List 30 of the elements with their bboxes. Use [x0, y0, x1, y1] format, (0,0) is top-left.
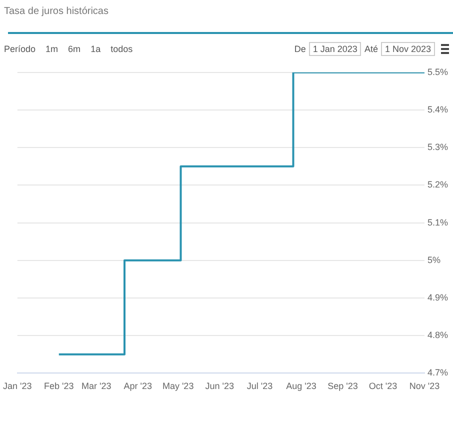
x-tick-label: Sep '23 [328, 381, 358, 392]
y-tick-label: 5.5% [427, 66, 448, 77]
y-tick-label: 5.4% [427, 104, 448, 114]
text: 6m [67, 43, 82, 55]
text: 1a [90, 43, 102, 55]
x-tick-label: Apr '23 [124, 381, 152, 392]
x-tick-label: Aug '23 [286, 381, 316, 392]
text: 1 Jan 2023 [308, 42, 362, 56]
y-tick-label: 4.9% [427, 292, 448, 302]
text: Até [364, 44, 378, 54]
y-tick-label: 5.3% [427, 142, 448, 152]
x-tick-label: Nov '23 [409, 381, 440, 392]
text: 1m [44, 43, 60, 55]
chart-title: Tasa de juros históricas [3, 5, 110, 19]
x-tick-label: Feb '23 [44, 381, 74, 392]
y-tick-label: 5% [427, 254, 440, 265]
text: Período [4, 43, 37, 55]
y-tick-label: 5.2% [427, 180, 448, 190]
text: De [294, 44, 306, 54]
x-tick-label: Jun '23 [205, 381, 234, 392]
y-tick-label: 5.1% [427, 217, 448, 228]
y-tick-label: 4.8% [427, 330, 448, 340]
x-tick-label: Jan '23 [2, 381, 32, 392]
x-tick-label: May '23 [162, 381, 194, 392]
text: todos [110, 43, 134, 55]
x-tick-label: Jul '23 [246, 381, 273, 392]
x-tick-label: Oct '23 [368, 381, 398, 392]
x-tick-label: Mar '23 [82, 381, 112, 392]
text: 1 Nov 2023 [380, 42, 435, 56]
y-tick-label: 4.7% [427, 368, 448, 378]
